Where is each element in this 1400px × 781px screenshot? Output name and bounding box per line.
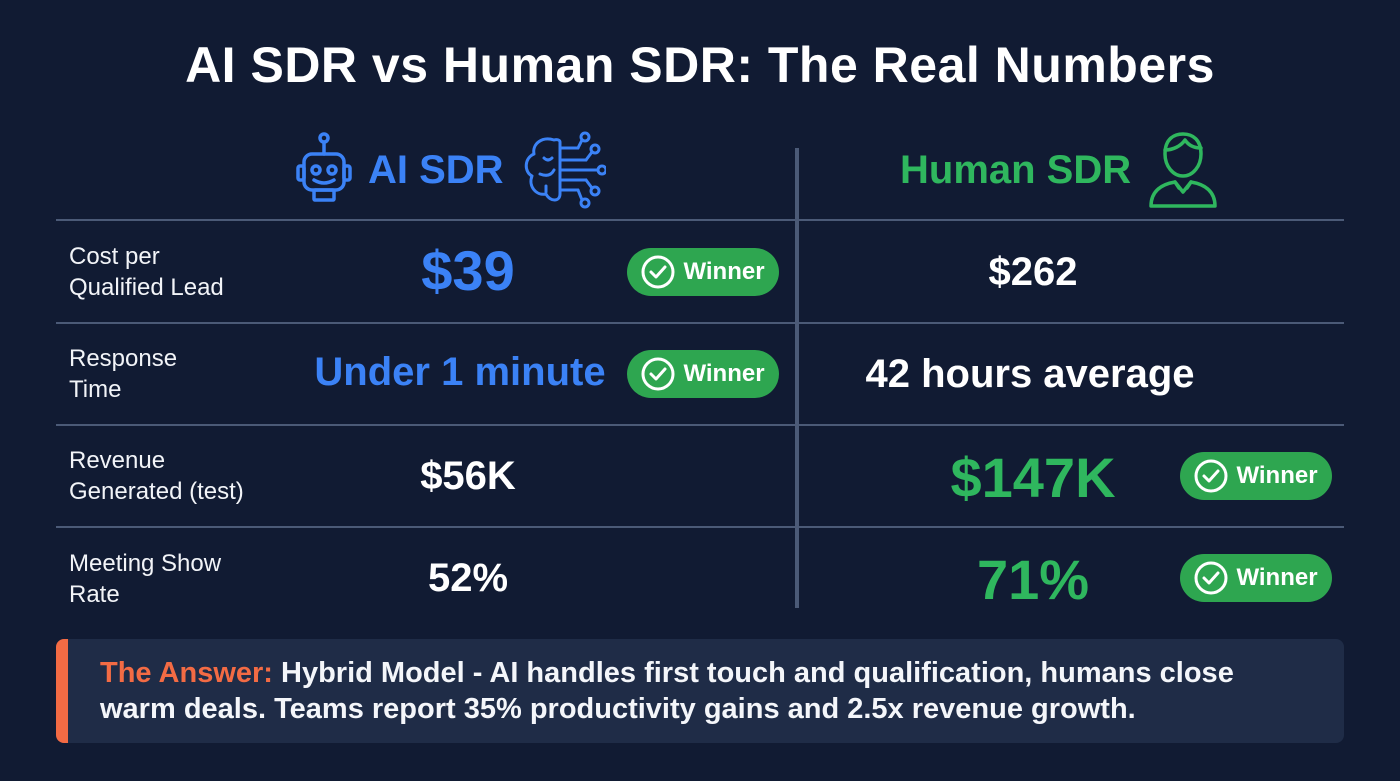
ai-sdr-label: AI SDR: [368, 147, 504, 192]
winner-label: Winner: [1236, 462, 1318, 489]
check-circle-icon: [1194, 459, 1228, 493]
row-label-line: Time: [69, 376, 122, 403]
answer-lead: The Answer:: [100, 657, 273, 689]
answer-line1: Hybrid Model - AI handles first touch an…: [272, 657, 1234, 689]
ai-value-revenue: $56K: [420, 454, 516, 498]
winner-badge: Winner: [627, 248, 779, 296]
winner-label: Winner: [1236, 564, 1318, 591]
winner-badge: Winner: [1180, 554, 1332, 602]
row-divider: [56, 322, 1344, 324]
human-value-response: 42 hours average: [865, 352, 1195, 396]
human-sdr-label: Human SDR: [900, 147, 1132, 192]
row-label-line: Rate: [69, 581, 120, 608]
answer-text: The Answer: Hybrid Model - AI handles fi…: [100, 655, 1324, 727]
ai-sdr-header: AI SDR: [296, 131, 606, 209]
person-icon: [1149, 132, 1217, 208]
brain-circuit-icon: [524, 131, 606, 209]
check-circle-icon: [1194, 561, 1228, 595]
winner-label: Winner: [683, 258, 765, 285]
human-value-show-rate: 71%: [976, 548, 1090, 611]
row-label-revenue: Revenue Generated (test): [69, 445, 244, 507]
check-circle-icon: [641, 255, 675, 289]
ai-value-show-rate: 52%: [427, 556, 509, 600]
ai-value-response: Under 1 minute: [314, 350, 606, 394]
row-label-show-rate: Meeting Show Rate: [69, 548, 221, 610]
winner-badge: Winner: [627, 350, 779, 398]
ai-value-cost: $39: [421, 239, 515, 302]
check-circle-icon: [641, 357, 675, 391]
row-label-line: Cost per: [69, 243, 160, 270]
row-divider: [56, 526, 1344, 528]
winner-badge: Winner: [1180, 452, 1332, 500]
human-value-revenue: $147K: [950, 446, 1116, 509]
row-divider: [56, 219, 1344, 221]
page-title: AI SDR vs Human SDR: The Real Numbers: [185, 37, 1215, 93]
winner-label: Winner: [683, 360, 765, 387]
human-sdr-header: Human SDR: [900, 132, 1219, 208]
human-value-cost: $262: [988, 250, 1078, 294]
answer-callout: The Answer: Hybrid Model - AI handles fi…: [56, 639, 1344, 743]
row-label-line: Response: [69, 345, 178, 372]
column-divider: [795, 148, 799, 608]
row-label-line: Revenue: [69, 447, 166, 474]
row-label-cost: Cost per Qualified Lead: [69, 241, 224, 303]
row-label-line: Generated (test): [69, 478, 244, 505]
row-label-line: Qualified Lead: [69, 274, 224, 301]
row-divider: [56, 424, 1344, 426]
accent-bar: [56, 639, 68, 743]
answer-line2: warm deals. Teams report 35% productivit…: [100, 693, 1136, 725]
robot-icon: [296, 132, 352, 202]
row-label-response: Response Time: [69, 343, 177, 405]
row-label-line: Meeting Show: [69, 550, 222, 577]
